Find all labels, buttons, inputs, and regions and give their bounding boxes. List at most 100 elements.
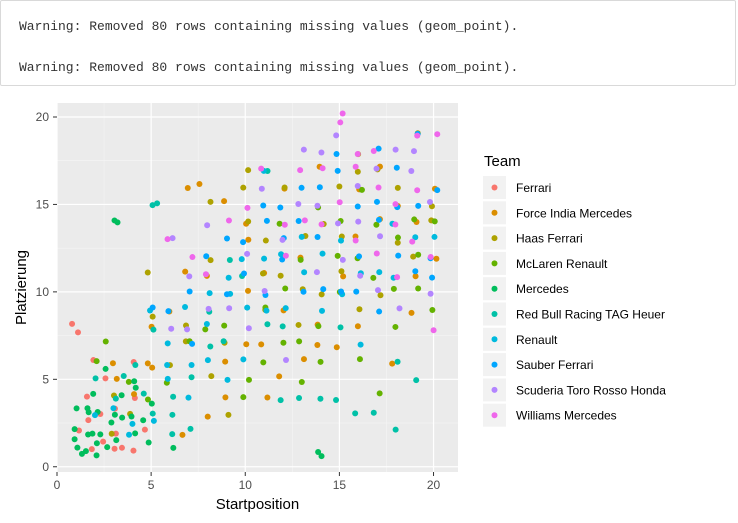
data-point (261, 255, 268, 262)
data-point (354, 323, 361, 330)
data-point (280, 339, 287, 346)
data-point (318, 291, 325, 298)
data-point (164, 375, 171, 382)
legend: Team Ferrari Force India Mercedes Haas Fer… (483, 153, 666, 427)
data-point (333, 344, 340, 351)
data-point (314, 341, 321, 348)
data-point (375, 184, 382, 191)
data-point (240, 239, 247, 246)
data-point (238, 256, 245, 263)
data-point (298, 233, 305, 240)
data-point (394, 184, 401, 191)
data-point (148, 400, 155, 407)
data-point (334, 167, 341, 174)
data-point (222, 358, 229, 365)
data-point (392, 426, 399, 433)
data-point (352, 237, 359, 244)
data-point (240, 184, 247, 191)
x-tick-label: 20 (427, 478, 441, 492)
data-point (318, 453, 325, 460)
data-point (140, 417, 147, 424)
data-point (427, 254, 434, 261)
data-point (240, 356, 247, 363)
data-point (224, 376, 231, 383)
data-point (356, 356, 363, 363)
data-point (376, 390, 383, 397)
data-point (102, 338, 109, 345)
data-point (207, 257, 214, 264)
data-point (132, 430, 139, 437)
data-point (352, 163, 359, 170)
data-point (426, 199, 433, 206)
data-point (277, 272, 284, 279)
data-point (370, 148, 377, 155)
legend-label: Force India Mercedes (516, 206, 632, 220)
x-tick-label: 5 (148, 478, 155, 492)
data-point (319, 307, 326, 314)
data-point (144, 396, 151, 403)
data-point (129, 420, 136, 427)
data-point (188, 374, 195, 381)
data-point (337, 237, 344, 244)
data-point (300, 356, 307, 363)
legend-label: Renault (516, 333, 558, 347)
data-point (111, 445, 118, 452)
data-point (208, 373, 215, 380)
data-point (88, 446, 95, 453)
data-point (205, 305, 212, 312)
legend-label: McLaren Renault (516, 257, 608, 271)
data-point (102, 365, 109, 372)
data-point (150, 326, 157, 333)
data-point (410, 253, 417, 260)
data-point (110, 405, 117, 412)
data-point (264, 321, 271, 328)
data-point (317, 395, 324, 402)
data-point (295, 321, 302, 328)
data-point (263, 307, 270, 314)
data-point (169, 431, 176, 438)
y-tick-label: 10 (36, 285, 50, 299)
data-point (93, 452, 100, 459)
data-point (132, 361, 139, 368)
data-point (130, 447, 137, 454)
data-point (295, 217, 302, 224)
data-point (263, 217, 270, 224)
data-point (277, 397, 284, 404)
data-point (408, 167, 415, 174)
data-point (145, 439, 152, 446)
legend-title: Team (484, 153, 521, 170)
data-point (412, 268, 419, 275)
data-point (353, 288, 360, 295)
data-point (74, 444, 81, 451)
data-point (277, 204, 284, 211)
data-point (318, 149, 325, 156)
data-point (314, 234, 321, 241)
data-point (376, 269, 383, 276)
data-point (150, 417, 157, 424)
data-point (276, 373, 283, 380)
data-point (373, 221, 380, 228)
data-point (394, 239, 401, 246)
data-point (203, 320, 210, 327)
data-point (244, 304, 251, 311)
data-point (376, 308, 383, 315)
data-point (184, 326, 191, 333)
data-point (339, 256, 346, 263)
data-point (412, 234, 419, 241)
data-point (225, 411, 232, 418)
data-point (206, 290, 213, 297)
data-point (260, 359, 267, 366)
data-point (338, 288, 345, 295)
data-point (334, 252, 341, 259)
data-point (203, 253, 210, 260)
data-point (258, 341, 265, 348)
data-point (357, 341, 364, 348)
data-point (221, 322, 228, 329)
data-point (226, 305, 233, 312)
data-point (223, 291, 230, 298)
data-point (225, 274, 232, 281)
data-point (264, 394, 271, 401)
legend-label: Ferrari (516, 181, 551, 195)
data-point (204, 413, 211, 420)
